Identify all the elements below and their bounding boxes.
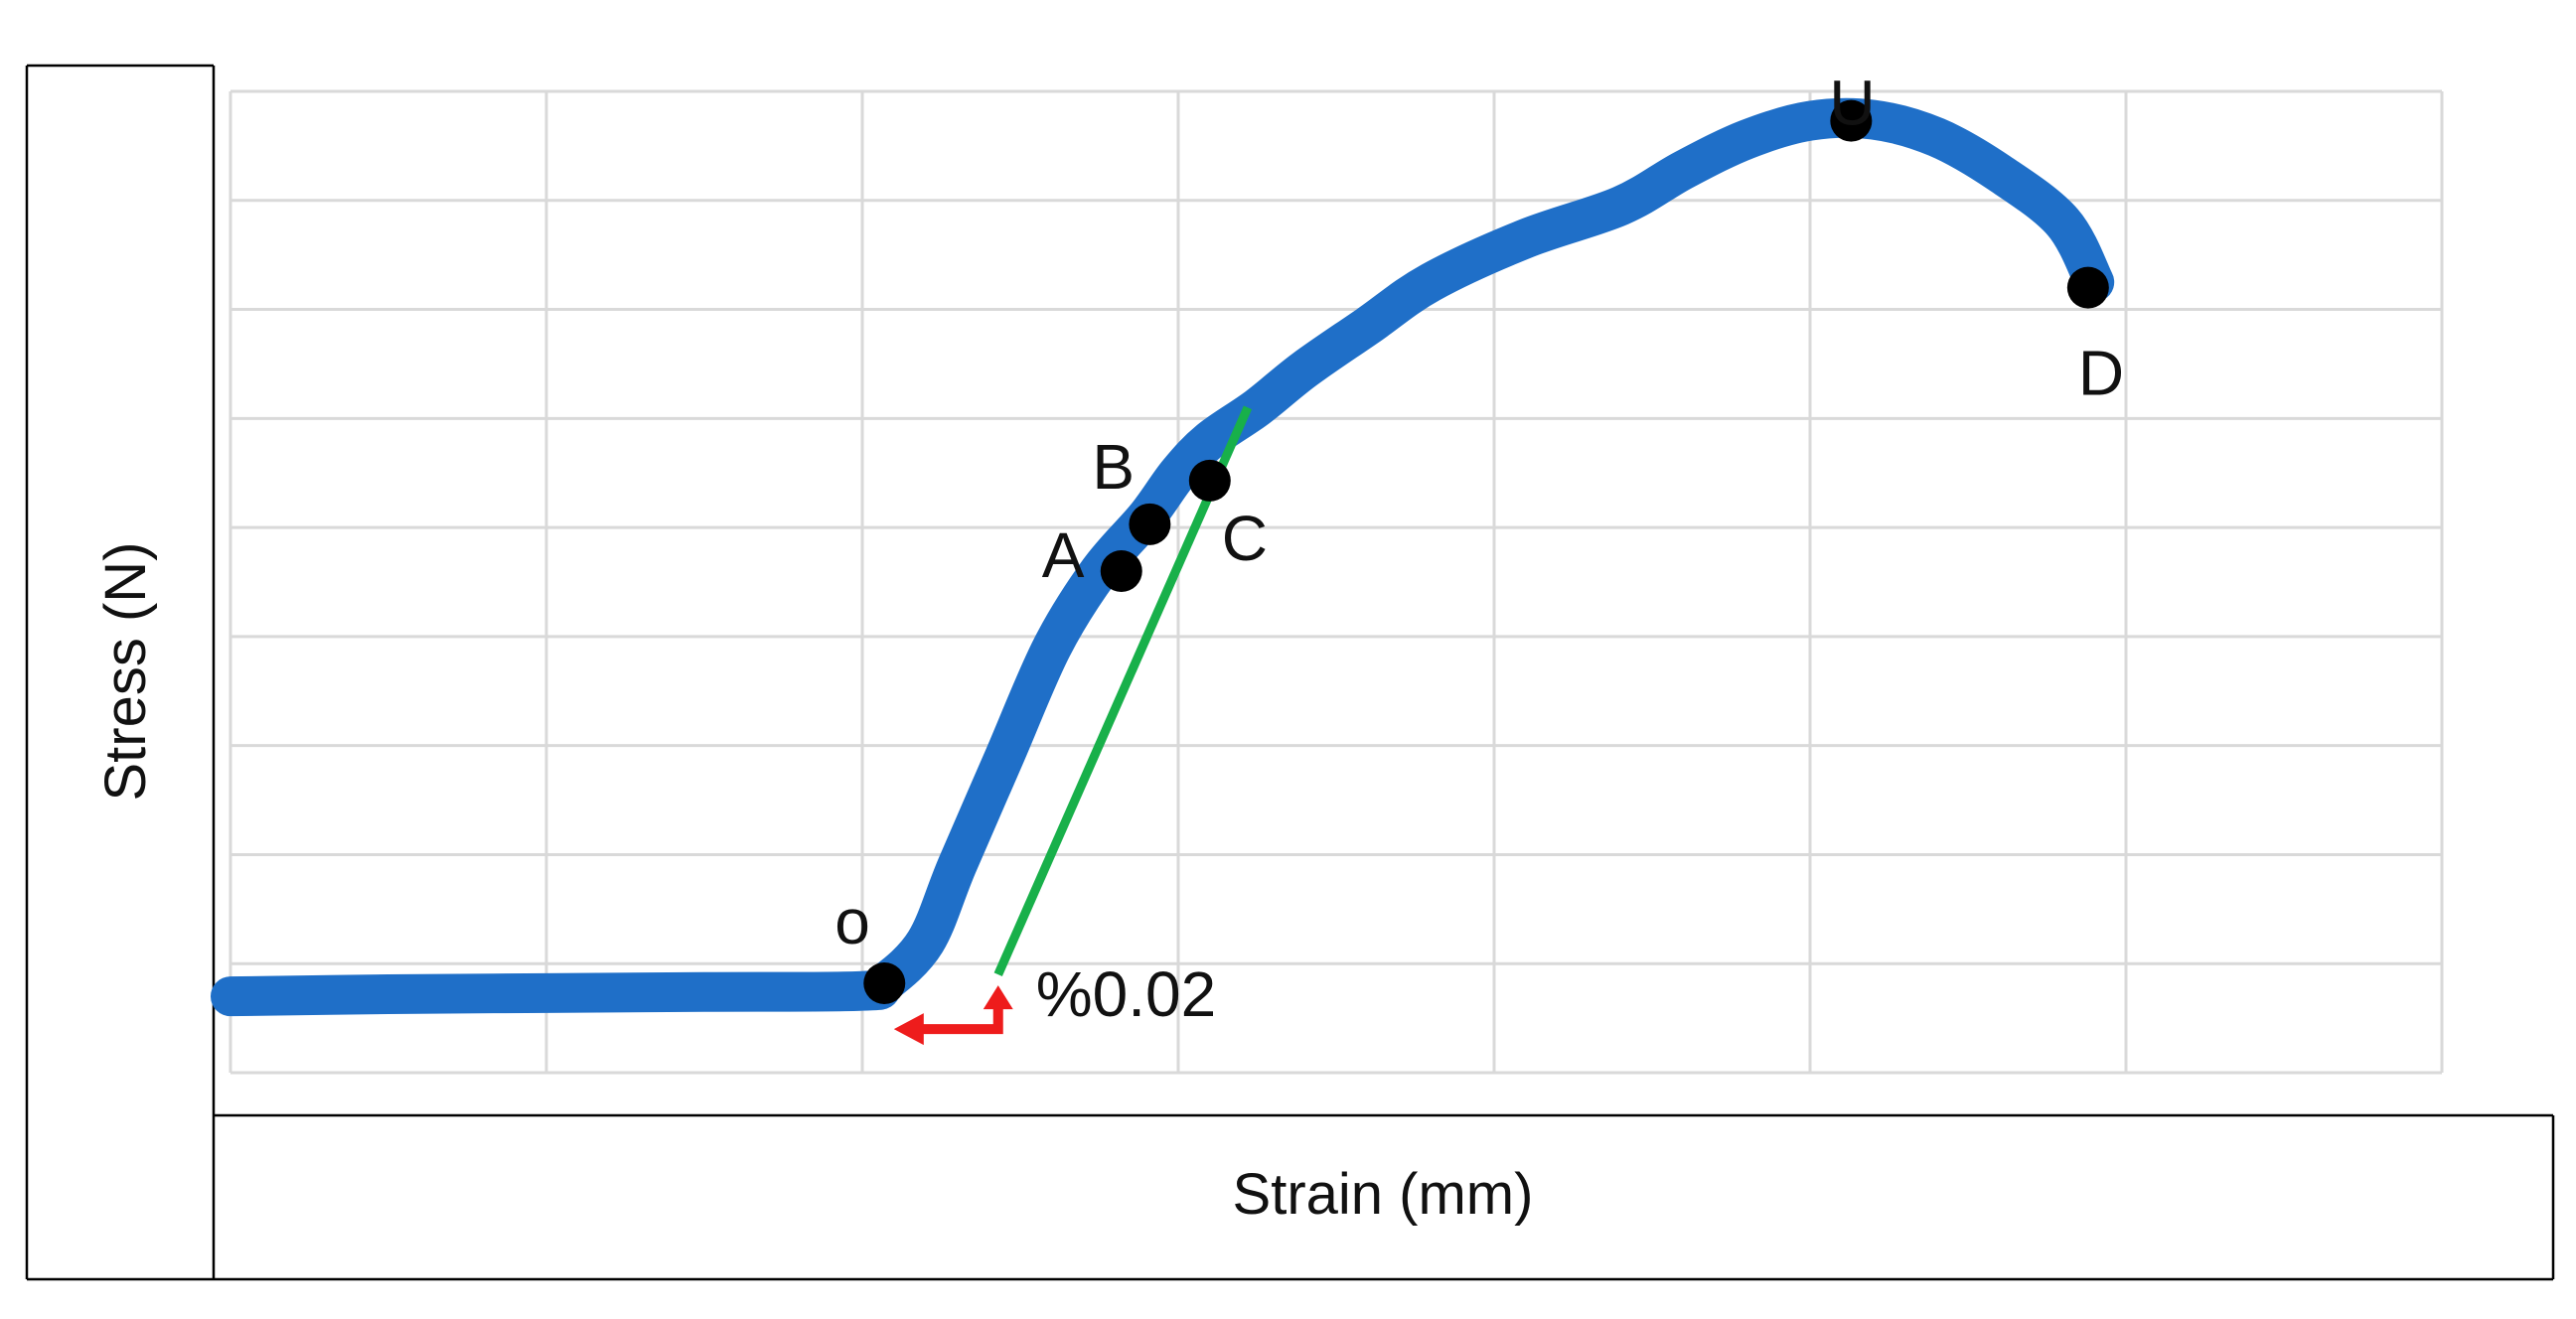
chart-grid (228, 89, 2444, 1075)
point-a-marker (1100, 550, 1142, 593)
chart-frame (25, 64, 2555, 1281)
points-layer: o AB C U D (834, 68, 2124, 1004)
point-c-label: C (1222, 503, 1268, 574)
point-b-marker (1129, 503, 1171, 545)
series-layer (211, 97, 2115, 1017)
point-u-marker (1830, 99, 1873, 142)
point-b-label: B (1092, 431, 1135, 503)
point-o-marker (863, 961, 906, 1004)
point-c-marker (1188, 459, 1231, 502)
annotation-layer: %0.02 (893, 405, 1253, 1046)
point-u-label: U (1829, 68, 1875, 139)
stress-strain-curve (211, 97, 2115, 1017)
point-o-label: o (834, 886, 870, 957)
x-axis-title: Strain (mm) (1233, 1162, 1534, 1227)
point-a-label: A (1042, 519, 1085, 591)
y-axis-title: Stress (N) (93, 542, 158, 802)
point-d-label: D (2078, 338, 2124, 409)
offset-line-label: %0.02 (1036, 958, 1216, 1030)
offset-arrow-head-up (983, 985, 1013, 1010)
offset-line (993, 405, 1253, 977)
offset-arrow-shaft (915, 999, 1003, 1035)
offset-arrow-head-left (893, 1013, 924, 1046)
point-d-marker (2066, 266, 2109, 309)
